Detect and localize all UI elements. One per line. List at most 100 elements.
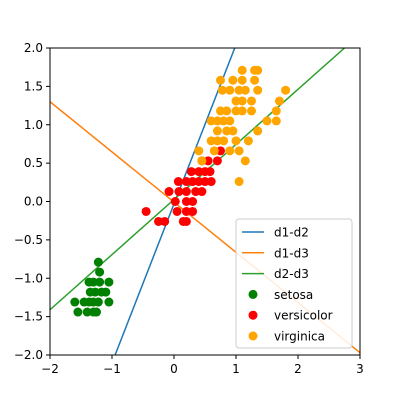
virginica-point bbox=[231, 136, 241, 146]
setosa-point bbox=[90, 287, 100, 297]
versicolor-point bbox=[173, 177, 183, 187]
virginica-point bbox=[253, 126, 263, 136]
virginica-point bbox=[237, 75, 247, 85]
versicolor-point bbox=[197, 187, 207, 197]
virginica-point bbox=[253, 85, 263, 95]
setosa-point bbox=[95, 277, 105, 287]
y-tick-label: 0.0 bbox=[24, 195, 43, 209]
versicolor-point bbox=[203, 156, 213, 166]
x-tick-label: 0 bbox=[170, 362, 178, 376]
versicolor-point bbox=[164, 187, 174, 197]
virginica-point bbox=[209, 146, 219, 156]
virginica-point bbox=[247, 96, 256, 106]
virginica-point bbox=[194, 146, 204, 156]
virginica-point bbox=[228, 126, 238, 136]
virginica-point bbox=[253, 65, 263, 75]
versicolor-point bbox=[154, 216, 163, 226]
legend-label-setosa: setosa bbox=[274, 288, 313, 302]
legend-label-d1-d3: d1-d3 bbox=[274, 246, 309, 260]
versicolor-point bbox=[212, 156, 222, 166]
y-tick-label: −2.0 bbox=[14, 348, 43, 362]
virginica-point bbox=[237, 96, 247, 106]
virginica-point bbox=[225, 146, 235, 156]
virginica-point bbox=[222, 106, 232, 116]
setosa-point bbox=[93, 257, 103, 267]
virginica-point bbox=[219, 116, 229, 126]
y-tick-label: −1.0 bbox=[14, 271, 43, 285]
setosa-point bbox=[88, 277, 98, 287]
virginica-point bbox=[240, 156, 250, 166]
virginica-point bbox=[222, 126, 232, 136]
virginica-point bbox=[234, 146, 244, 156]
setosa-point bbox=[101, 287, 111, 297]
setosa-point bbox=[82, 307, 92, 317]
legend-label-versicolor: versicolor bbox=[274, 309, 333, 323]
versicolor-point bbox=[172, 206, 182, 216]
versicolor-point bbox=[181, 177, 191, 187]
versicolor-point bbox=[170, 197, 180, 206]
y-tick-label: −1.5 bbox=[14, 310, 43, 324]
virginica-point bbox=[217, 85, 227, 95]
versicolor-point bbox=[160, 216, 170, 226]
virginica-point bbox=[206, 116, 216, 126]
virginica-point bbox=[281, 85, 291, 95]
versicolor-point bbox=[205, 167, 215, 177]
virginica-point bbox=[274, 96, 284, 106]
virginica-point bbox=[247, 106, 256, 116]
virginica-point bbox=[231, 106, 241, 116]
versicolor-point bbox=[181, 187, 191, 197]
x-tick-label: −2 bbox=[41, 362, 59, 376]
versicolor-point bbox=[216, 146, 225, 156]
setosa-point bbox=[104, 297, 114, 307]
virginica-point bbox=[212, 126, 222, 136]
x-tick-label: 2 bbox=[294, 362, 302, 376]
versicolor-point bbox=[181, 206, 191, 216]
legend-label-d1-d2: d1-d2 bbox=[274, 226, 309, 240]
virginica-point bbox=[225, 116, 235, 126]
virginica-point bbox=[219, 136, 229, 146]
virginica-point bbox=[262, 116, 272, 126]
virginica-point bbox=[216, 106, 225, 116]
legend-marker-versicolor bbox=[248, 310, 258, 320]
versicolor-point bbox=[191, 187, 201, 197]
virginica-point bbox=[216, 75, 225, 85]
virginica-point bbox=[237, 106, 247, 116]
y-tick-label: 0.5 bbox=[24, 156, 43, 170]
virginica-point bbox=[212, 136, 222, 146]
virginica-point bbox=[243, 136, 253, 146]
virginica-point bbox=[225, 85, 235, 95]
virginica-point bbox=[212, 116, 222, 126]
versicolor-point bbox=[181, 197, 191, 206]
y-tick-label: 2.0 bbox=[24, 41, 43, 55]
legend-label-virginica: virginica bbox=[274, 330, 325, 344]
legend-marker-virginica bbox=[248, 331, 258, 341]
virginica-point bbox=[197, 156, 207, 166]
versicolor-point bbox=[206, 177, 216, 187]
versicolor-point bbox=[178, 216, 188, 226]
legend-box bbox=[235, 218, 353, 349]
versicolor-point bbox=[174, 187, 184, 197]
versicolor-point bbox=[188, 197, 198, 206]
virginica-point bbox=[250, 75, 260, 85]
virginica-point bbox=[237, 65, 247, 75]
versicolor-point bbox=[186, 167, 196, 177]
legend-marker-setosa bbox=[248, 289, 258, 299]
virginica-point bbox=[271, 106, 281, 116]
versicolor-point bbox=[188, 206, 198, 216]
setosa-point bbox=[70, 297, 80, 307]
legend-label-d2-d3: d2-d3 bbox=[274, 267, 309, 281]
setosa-point bbox=[73, 307, 83, 317]
y-tick-label: 1.5 bbox=[24, 79, 43, 93]
setosa-point bbox=[104, 277, 114, 287]
setosa-point bbox=[92, 307, 101, 317]
virginica-point bbox=[206, 136, 216, 146]
y-tick-label: 1.0 bbox=[24, 118, 43, 132]
versicolor-point bbox=[200, 177, 210, 187]
virginica-point bbox=[271, 116, 281, 126]
versicolor-point bbox=[188, 177, 198, 187]
setosa-point bbox=[95, 267, 105, 277]
versicolor-point bbox=[141, 206, 151, 216]
x-tick-label: 3 bbox=[356, 362, 364, 376]
